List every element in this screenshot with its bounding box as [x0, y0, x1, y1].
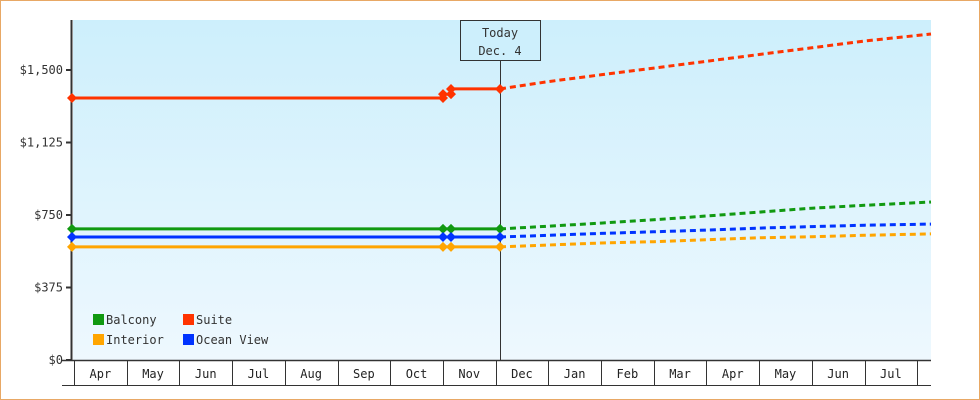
- legend-item-suite[interactable]: Suite: [183, 313, 232, 327]
- x-month-label: Aug: [300, 367, 322, 381]
- data-point-marker[interactable]: [446, 83, 456, 94]
- today-label: Today: [482, 26, 518, 40]
- series-balcony: [67, 200, 932, 234]
- x-month-label: Jan: [564, 367, 586, 381]
- x-month-label: May: [775, 367, 797, 381]
- legend-swatch: [183, 314, 194, 325]
- x-month-label: Sep: [353, 367, 375, 381]
- plot-area: [73, 20, 931, 360]
- data-point-marker[interactable]: [67, 241, 77, 252]
- x-month-label: Apr: [90, 367, 112, 381]
- today-marker: Today Dec. 4: [460, 20, 541, 360]
- legend-item-balcony[interactable]: Balcony: [93, 313, 157, 327]
- data-point-marker[interactable]: [438, 89, 448, 100]
- data-point-marker[interactable]: [495, 223, 505, 234]
- legend: Balcony Suite Interior Ocean View: [93, 313, 269, 347]
- x-month-label: Jul: [248, 367, 270, 381]
- legend-swatch: [93, 314, 104, 325]
- series-interior: [67, 232, 932, 252]
- series-ocean-view: [67, 222, 932, 243]
- data-point-marker[interactable]: [67, 232, 77, 243]
- y-tick-label: $1,125: [20, 136, 63, 150]
- data-point-marker[interactable]: [495, 232, 505, 243]
- data-point-marker[interactable]: [438, 223, 448, 234]
- data-point-marker[interactable]: [446, 241, 456, 252]
- legend-label: Suite: [196, 313, 232, 327]
- data-point-marker[interactable]: [446, 89, 456, 100]
- data-point-marker[interactable]: [446, 232, 456, 243]
- legend-item-interior[interactable]: Interior: [93, 333, 164, 347]
- legend-swatch: [93, 334, 104, 345]
- x-month-label: Jul: [880, 367, 902, 381]
- x-month-label: Nov: [458, 367, 480, 381]
- y-tick-label: $375: [34, 281, 63, 295]
- data-point-marker[interactable]: [67, 93, 77, 104]
- data-point-marker[interactable]: [446, 223, 456, 234]
- legend-label: Balcony: [106, 313, 157, 327]
- data-point-marker[interactable]: [67, 223, 77, 234]
- x-month-label: Mar: [669, 367, 691, 381]
- x-month-label: Apr: [722, 367, 744, 381]
- x-month-label: Jun: [195, 367, 217, 381]
- data-point-marker[interactable]: [495, 241, 505, 252]
- x-month-label: Feb: [617, 367, 639, 381]
- series-lines: [67, 32, 932, 252]
- x-month-label: Oct: [406, 367, 428, 381]
- legend-swatch: [183, 334, 194, 345]
- x-month-label: May: [142, 367, 164, 381]
- series-suite: [67, 32, 932, 104]
- today-label-box: [460, 20, 541, 61]
- x-month-label: Jun: [827, 367, 849, 381]
- legend-label: Ocean View: [196, 333, 269, 347]
- data-point-marker[interactable]: [495, 83, 505, 94]
- data-point-marker[interactable]: [438, 232, 448, 243]
- data-point-marker[interactable]: [438, 241, 448, 252]
- y-tick-label: $1,500: [20, 63, 63, 77]
- x-axis: Apr May Jun Jul Aug Sep Oct Nov Dec Jan Feb Mar Apr M…: [62, 359, 931, 386]
- legend-label: Interior: [106, 333, 164, 347]
- x-month-label: Dec: [511, 367, 533, 381]
- today-date: Dec. 4: [478, 44, 521, 58]
- legend-item-ocean-view[interactable]: Ocean View: [183, 333, 269, 347]
- y-tick-label: $750: [34, 208, 63, 222]
- y-axis: $0 $375 $750 $1,125 $1,500: [20, 20, 73, 367]
- y-tick-label: $0: [49, 353, 63, 367]
